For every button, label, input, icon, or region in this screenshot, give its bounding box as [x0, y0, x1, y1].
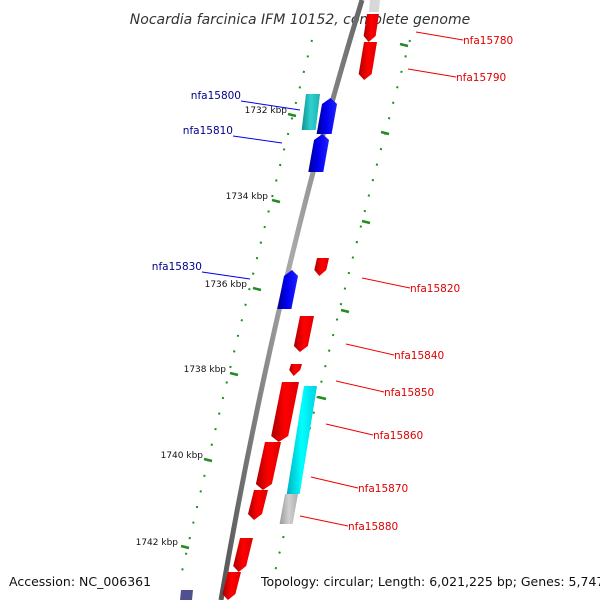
reverse-gene-arrow[interactable]: [248, 490, 268, 520]
gene-leader-line: [232, 135, 283, 144]
topology-label: Topology: circular; Length: 6,021,225 bp…: [261, 574, 600, 589]
tick-mark: [252, 286, 262, 292]
inner-tick-mark: [340, 308, 350, 314]
cds-feature[interactable]: [286, 386, 317, 494]
purple-feature[interactable]: [180, 590, 193, 600]
inner-tick-mark: [361, 219, 371, 225]
tick-mark: [287, 112, 297, 118]
gene-label[interactable]: nfa15880: [348, 521, 398, 533]
reverse-gene-arrow[interactable]: [289, 364, 302, 376]
gene-label[interactable]: nfa15790: [456, 72, 506, 84]
gene-leader-line: [325, 423, 374, 436]
forward-gene-group: nfa15800 nfa15810 nfa15830: [152, 90, 337, 309]
gene-label[interactable]: nfa15780: [463, 35, 513, 47]
reverse-gene-arrow[interactable]: [358, 42, 377, 80]
inner-tick-mark: [399, 42, 409, 48]
gene-leader-line: [407, 68, 457, 78]
gene-leader-line: [201, 271, 251, 280]
forward-gene-arrow[interactable]: [316, 98, 337, 134]
gene-leader-line: [335, 380, 385, 393]
tick-label: 1742 kbp: [136, 538, 179, 548]
gene-leader-line: [345, 343, 395, 356]
feature-group: [180, 0, 380, 600]
reverse-gene-arrow[interactable]: [233, 538, 253, 572]
gene-label[interactable]: nfa15850: [384, 387, 434, 399]
accession-label: Accession: NC_006361: [9, 574, 152, 589]
cds-feature[interactable]: [301, 94, 320, 130]
tick-label: 1734 kbp: [226, 192, 269, 202]
gray-feature[interactable]: [279, 494, 298, 524]
tick-label: 1732 kbp: [245, 106, 288, 116]
forward-gene-arrow[interactable]: [308, 134, 329, 172]
gene-label[interactable]: nfa15820: [410, 283, 460, 295]
reverse-gene-arrow[interactable]: [363, 14, 379, 42]
reverse-gene-arrow[interactable]: [255, 442, 281, 490]
gene-leader-line: [361, 277, 411, 289]
tick-label: 1738 kbp: [184, 365, 227, 375]
gene-leader-line: [240, 100, 301, 111]
gene-leader-line: [415, 31, 464, 41]
gene-leader-line: [310, 476, 359, 489]
reverse-gene-arrow[interactable]: [314, 258, 329, 276]
tick-group: 1732 kbp 1734 kbp 1736 kbp 1738 kbp 1740 kbp…: [136, 42, 409, 550]
gray-feature[interactable]: [368, 0, 380, 12]
scale-track-outer: [179, 39, 313, 581]
gene-label[interactable]: nfa15800: [191, 90, 241, 102]
tick-mark: [180, 544, 190, 550]
reverse-gene-arrow[interactable]: [222, 572, 241, 600]
gene-label[interactable]: nfa15830: [152, 261, 202, 273]
gene-label[interactable]: nfa15840: [394, 350, 444, 362]
inner-tick-mark: [380, 130, 390, 136]
reverse-gene-arrow[interactable]: [271, 382, 299, 442]
forward-gene-arrow[interactable]: [277, 270, 298, 309]
scale-track-inner: [272, 39, 411, 581]
map-title: Nocardia farcinica IFM 10152, complete g…: [130, 12, 470, 28]
gene-leader-line: [299, 515, 349, 527]
gene-label[interactable]: nfa15870: [358, 483, 408, 495]
tick-label: 1736 kbp: [205, 280, 248, 290]
gene-label[interactable]: nfa15860: [373, 430, 423, 442]
tick-mark: [229, 371, 239, 377]
reverse-gene-group: nfa15780 nfa15790 nfa15820 nfa15840 nfa15850…: [222, 14, 513, 600]
tick-mark: [203, 457, 213, 463]
reverse-gene-arrow[interactable]: [293, 316, 314, 352]
tick-label: 1740 kbp: [161, 451, 204, 461]
inner-tick-mark: [317, 395, 327, 401]
gene-label[interactable]: nfa15810: [183, 125, 233, 137]
tick-mark: [271, 198, 281, 204]
